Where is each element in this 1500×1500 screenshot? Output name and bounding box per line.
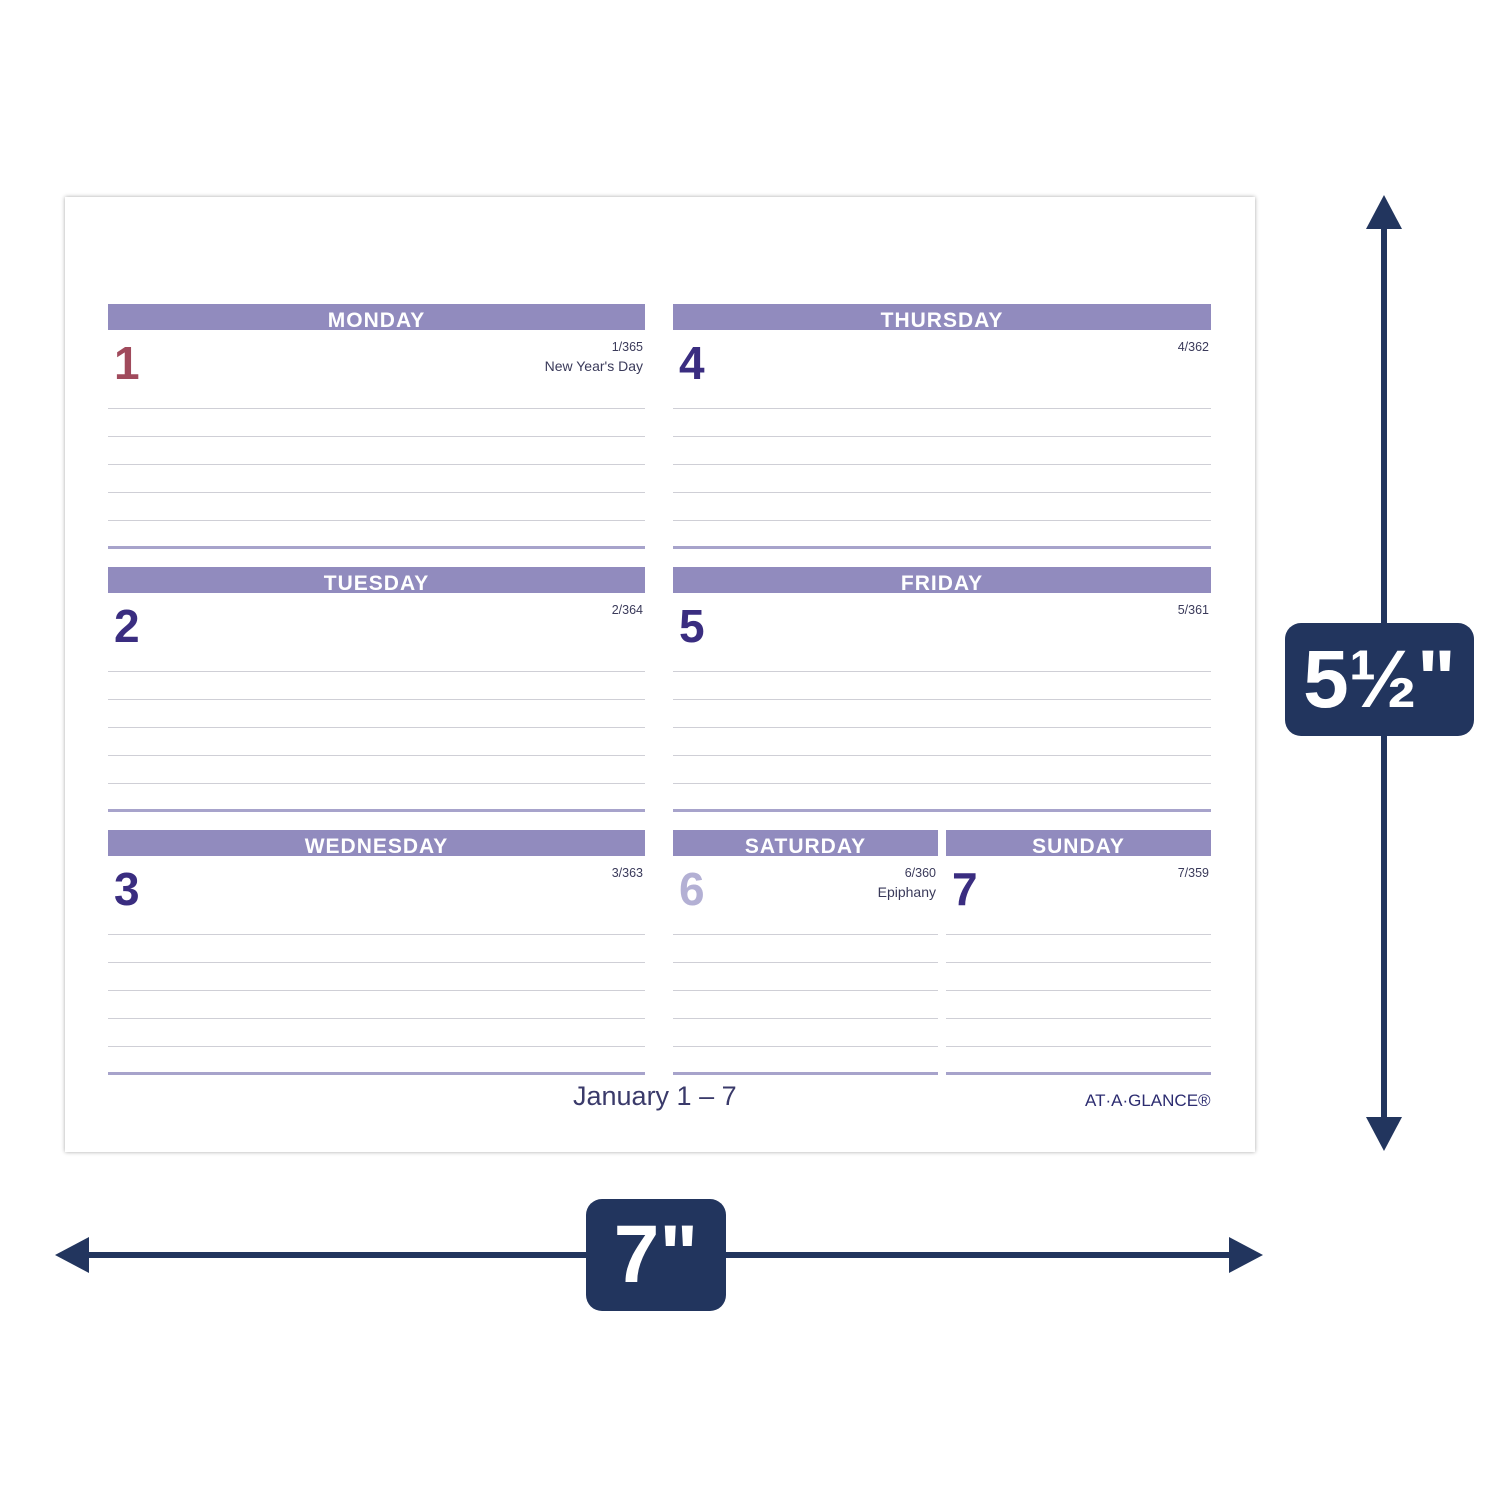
holiday-label: Epiphany [877,884,936,900]
arrow-down-icon [1366,1117,1402,1151]
writing-line [673,408,1211,409]
writing-line [108,699,645,700]
writing-line [108,408,645,409]
day-divider [108,1072,645,1075]
writing-line [673,436,1211,437]
writing-line [673,1046,938,1047]
writing-line [108,934,645,935]
day-count: 1/365 [611,340,643,354]
day-divider [946,1072,1211,1075]
height-badge: 5½" [1285,623,1474,736]
writing-line [946,962,1211,963]
writing-line [108,492,645,493]
day-block-monday: MONDAY 1 1/365 New Year's Day [108,304,645,549]
writing-line [673,671,1211,672]
date-number: 7 [952,863,978,915]
date-number: 5 [679,600,705,652]
writing-line [108,990,645,991]
writing-line [108,962,645,963]
writing-line [108,464,645,465]
writing-line [673,755,1211,756]
day-count: 2/364 [611,603,643,617]
writing-line [673,699,1211,700]
writing-line [673,1018,938,1019]
writing-line [673,464,1211,465]
writing-line [673,727,1211,728]
day-block-thursday: THURSDAY 4 4/362 [673,304,1211,549]
writing-line [673,492,1211,493]
planner-page [65,197,1255,1152]
arrow-up-icon [1366,195,1402,229]
day-divider [673,1072,938,1075]
date-number: 6 [679,863,705,915]
day-header: TUESDAY [108,567,645,593]
writing-line [108,1018,645,1019]
writing-line [673,934,938,935]
writing-line [108,727,645,728]
writing-line [946,1046,1211,1047]
writing-line [108,1046,645,1047]
arrow-right-icon [1229,1237,1263,1273]
day-header: SATURDAY [673,830,938,856]
day-divider [673,809,1211,812]
date-number: 2 [114,600,140,652]
writing-line [946,990,1211,991]
day-block-friday: FRIDAY 5 5/361 [673,567,1211,812]
date-number: 1 [114,337,140,389]
day-block-tuesday: TUESDAY 2 2/364 [108,567,645,812]
writing-line [673,783,1211,784]
date-number: 3 [114,863,140,915]
day-header: WEDNESDAY [108,830,645,856]
writing-line [108,436,645,437]
day-block-wednesday: WEDNESDAY 3 3/363 [108,830,645,1075]
day-block-saturday: SATURDAY 6 6/360 Epiphany [673,830,938,1075]
writing-line [673,990,938,991]
day-count: 4/362 [1177,340,1209,354]
writing-line [108,783,645,784]
day-header: FRIDAY [673,567,1211,593]
writing-line [108,671,645,672]
day-count: 7/359 [1177,866,1209,880]
day-count: 3/363 [611,866,643,880]
day-header: SUNDAY [946,830,1211,856]
day-block-sunday: SUNDAY 7 7/359 [946,830,1211,1075]
writing-line [108,755,645,756]
date-number: 4 [679,337,705,389]
week-range: January 1 – 7 [573,1081,737,1111]
day-divider [108,809,645,812]
day-divider [673,546,1211,549]
day-header: MONDAY [108,304,645,330]
writing-line [946,934,1211,935]
writing-line [673,962,938,963]
day-count: 5/361 [1177,603,1209,617]
writing-line [946,1018,1211,1019]
holiday-label: New Year's Day [544,358,643,374]
day-header: THURSDAY [673,304,1211,330]
writing-line [108,520,645,521]
day-count: 6/360 [904,866,936,880]
brand-logo: AT·A·GLANCE® [1085,1091,1211,1110]
day-divider [108,546,645,549]
width-badge: 7" [586,1199,726,1311]
writing-line [673,520,1211,521]
arrow-left-icon [55,1237,89,1273]
